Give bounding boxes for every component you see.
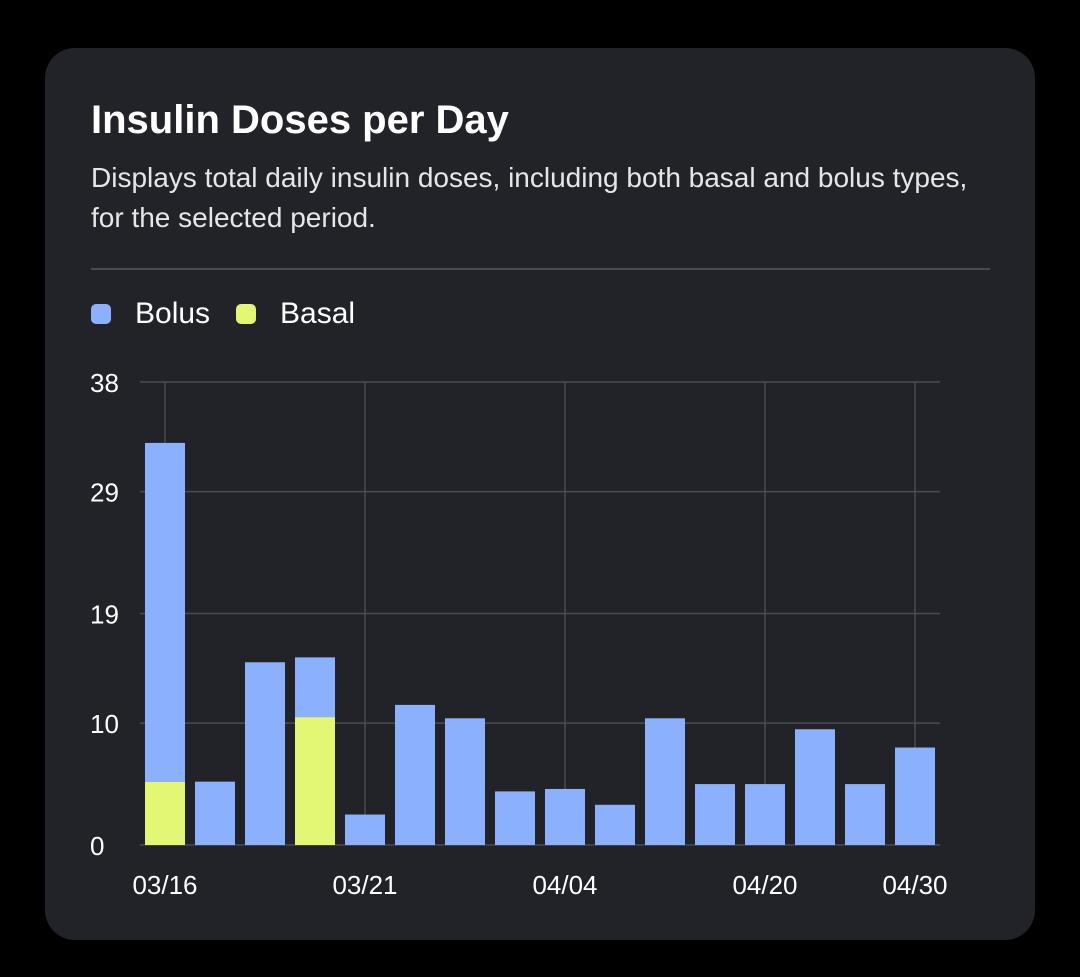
basal-bar [145,781,185,845]
chart-legend: Bolus Basal [91,294,381,334]
legend-swatch-bolus [91,304,111,324]
card-title: Insulin Doses per Day [91,98,509,142]
x-tick-label: 04/20 [732,870,797,900]
bolus-bar [595,804,635,845]
bolus-bar [445,718,485,845]
legend-label-bolus: Bolus [135,297,211,330]
bolus-bar [495,791,535,845]
basal-bar [295,717,335,845]
y-tick-label: 0 [90,831,104,861]
bolus-bar [345,814,385,845]
y-tick-label: 10 [90,709,119,739]
bolus-bar [645,718,685,845]
bolus-bar [245,662,285,845]
bolus-bar [295,657,335,718]
y-tick-label: 19 [90,600,119,630]
x-tick-label: 03/21 [332,870,397,900]
legend-label-basal: Basal [280,297,356,330]
bolus-bar [695,784,735,845]
divider [91,268,990,270]
bolus-bar [145,442,185,782]
bolus-bar [895,747,935,845]
x-tick-label: 03/16 [132,870,197,900]
card-subtitle: Displays total daily insulin doses, incl… [91,162,968,233]
bolus-bar [195,781,235,845]
legend-swatch-basal [236,304,257,324]
legend-item-basal[interactable]: Basal [236,297,355,331]
bolus-bar [545,788,585,845]
x-tick-label: 04/30 [882,870,947,900]
bolus-bar [845,784,885,845]
y-tick-label: 29 [90,478,119,508]
bolus-bar [395,704,435,845]
legend-item-bolus[interactable]: Bolus [91,297,210,331]
bolus-bar [795,729,835,845]
bolus-bar [745,784,785,845]
x-tick-label: 04/04 [532,870,597,900]
y-tick-label: 38 [90,368,119,398]
